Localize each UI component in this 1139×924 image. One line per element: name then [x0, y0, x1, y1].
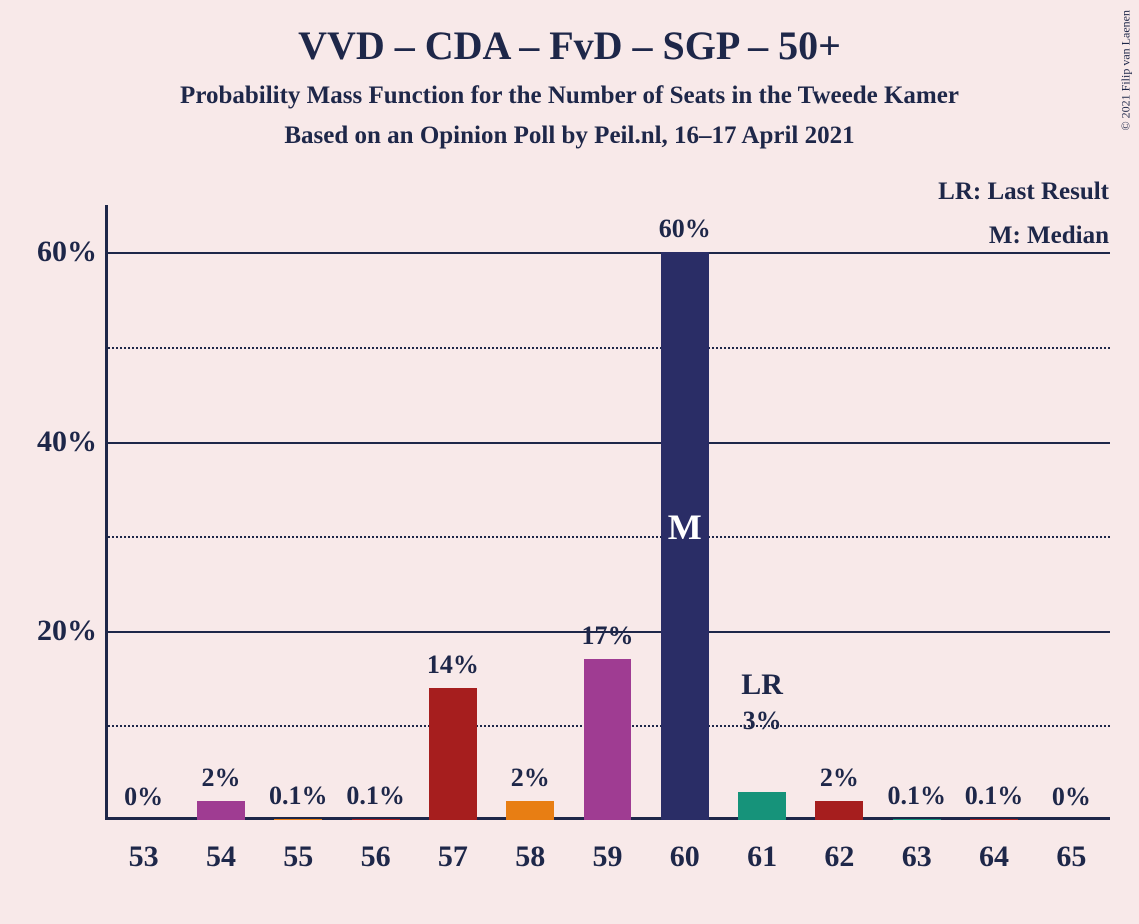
grid-minor	[105, 347, 1110, 349]
last-result-marker: LR	[741, 668, 783, 702]
copyright-text: © 2021 Filip van Laenen	[1118, 10, 1133, 130]
x-tick-label: 64	[979, 840, 1009, 874]
bar-value-label: 14%	[427, 650, 479, 680]
bar	[352, 819, 400, 820]
x-tick-label: 58	[515, 840, 545, 874]
bar	[970, 819, 1018, 820]
bar	[506, 801, 554, 820]
x-tick-label: 56	[361, 840, 391, 874]
x-tick-label: 65	[1056, 840, 1086, 874]
legend-lr: LR: Last Result	[938, 178, 1109, 206]
x-tick-label: 54	[206, 840, 236, 874]
bar	[274, 819, 322, 820]
bar-value-label: 0.1%	[346, 781, 405, 811]
bar-value-label: 17%	[582, 621, 634, 651]
median-marker: M	[668, 506, 702, 548]
bar-value-label: 0.1%	[965, 781, 1024, 811]
bar-value-label: 0.1%	[269, 781, 328, 811]
x-tick-label: 59	[593, 840, 623, 874]
grid-major	[105, 252, 1110, 254]
legend-m: M: Median	[989, 222, 1109, 250]
x-tick-label: 57	[438, 840, 468, 874]
y-tick-label: 40%	[37, 425, 97, 459]
x-tick-label: 60	[670, 840, 700, 874]
x-tick-label: 53	[129, 840, 159, 874]
chart-container: VVD – CDA – FvD – SGP – 50+ Probability …	[0, 0, 1139, 924]
x-tick-label: 55	[283, 840, 313, 874]
bar	[197, 801, 245, 820]
bar-value-label: 0%	[1052, 782, 1091, 812]
bar-value-label: 60%	[659, 214, 711, 244]
bar-value-label: 0%	[124, 782, 163, 812]
y-axis-line	[105, 205, 108, 820]
x-tick-label: 63	[902, 840, 932, 874]
bar-value-label: 2%	[201, 763, 240, 793]
grid-minor	[105, 536, 1110, 538]
y-tick-label: 20%	[37, 614, 97, 648]
bar	[893, 819, 941, 820]
grid-major	[105, 442, 1110, 444]
bar-value-label: 2%	[820, 763, 859, 793]
x-tick-label: 62	[824, 840, 854, 874]
plot-area: 0% 2% 0.1% 0.1% 14% 2% 17% 60% M 3% LR 2% 0.1% 0.1% 0%	[105, 205, 1110, 820]
bar	[815, 801, 863, 820]
bar	[429, 688, 477, 820]
bar-value-label: 2%	[511, 763, 550, 793]
chart-subtitle-1: Probability Mass Function for the Number…	[0, 82, 1139, 110]
x-tick-label: 61	[747, 840, 777, 874]
bar	[738, 792, 786, 820]
bar-value-label: 0.1%	[887, 781, 946, 811]
bar-value-label: 3%	[743, 706, 782, 736]
chart-subtitle-2: Based on an Opinion Poll by Peil.nl, 16–…	[0, 122, 1139, 150]
chart-title: VVD – CDA – FvD – SGP – 50+	[0, 22, 1139, 69]
bar	[584, 659, 632, 820]
y-tick-label: 60%	[37, 235, 97, 269]
